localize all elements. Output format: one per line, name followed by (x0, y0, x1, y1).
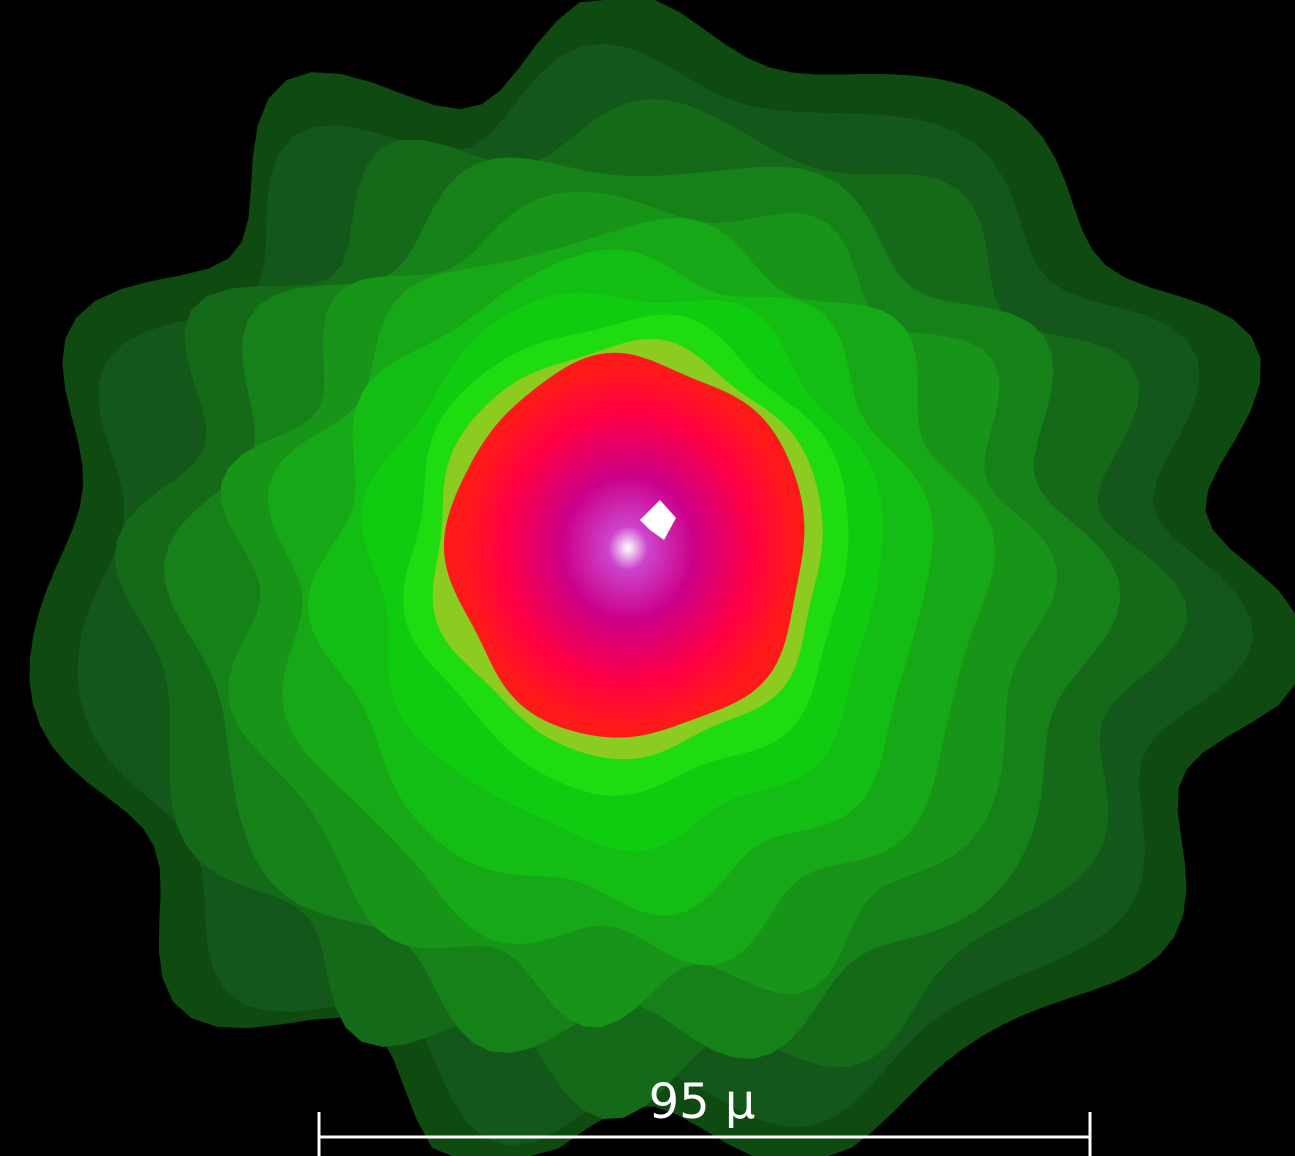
peak-spot (640, 500, 676, 540)
scale-bar-label: 95 µ (649, 1074, 756, 1130)
hot-core (463, 368, 793, 728)
scale-bar: 95 µ (317, 1074, 1092, 1156)
